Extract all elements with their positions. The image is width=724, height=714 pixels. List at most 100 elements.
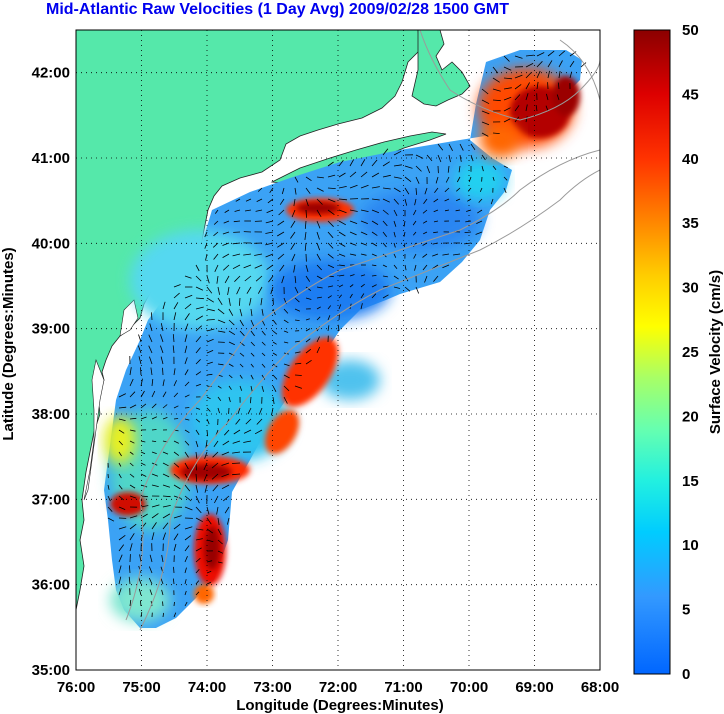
velocity-vector bbox=[151, 429, 157, 431]
velocity-vector bbox=[316, 242, 321, 251]
velocity-vector bbox=[232, 264, 241, 270]
y-tick-label: 38:00 bbox=[32, 406, 70, 423]
y-tick-label: 36:00 bbox=[32, 577, 70, 594]
velocity-vector bbox=[415, 187, 417, 195]
velocity-vector bbox=[433, 231, 439, 234]
velocity-vector bbox=[316, 286, 323, 289]
velocity-vector bbox=[217, 528, 222, 536]
velocity-vector bbox=[140, 495, 148, 498]
velocity-vector bbox=[277, 220, 285, 226]
velocity-vector bbox=[160, 345, 164, 354]
velocity-vector bbox=[503, 87, 512, 90]
velocity-vector bbox=[338, 294, 343, 299]
velocity-vector bbox=[371, 186, 380, 189]
velocity-vector bbox=[360, 274, 366, 277]
velocity-vector bbox=[206, 429, 208, 437]
velocity-vector bbox=[265, 231, 274, 234]
velocity-vector bbox=[327, 285, 334, 288]
velocity-vector bbox=[382, 187, 391, 190]
velocity-vector bbox=[227, 286, 230, 295]
velocity-vector bbox=[316, 198, 323, 205]
velocity-vector bbox=[173, 566, 175, 574]
velocity-vector bbox=[327, 305, 332, 310]
x-tick-label: 70:00 bbox=[450, 679, 488, 696]
velocity-vector bbox=[459, 143, 464, 151]
velocity-vector bbox=[213, 440, 219, 448]
velocity-vector bbox=[304, 220, 307, 229]
velocity-vector bbox=[118, 544, 125, 552]
velocity-vector bbox=[222, 495, 230, 502]
velocity-vector bbox=[437, 154, 442, 163]
velocity-vector bbox=[423, 198, 428, 204]
velocity-vector bbox=[349, 293, 353, 299]
velocity-vector bbox=[514, 55, 523, 59]
velocity-vector bbox=[470, 143, 476, 151]
velocity-vector bbox=[148, 345, 153, 354]
velocity-vector bbox=[162, 522, 169, 530]
velocity-vector bbox=[403, 231, 406, 237]
velocity-vector bbox=[206, 275, 210, 284]
velocity-vector bbox=[195, 407, 201, 410]
velocity-vector bbox=[217, 330, 226, 333]
velocity-vector bbox=[481, 88, 489, 95]
velocity-vector bbox=[503, 55, 510, 62]
velocity-field bbox=[104, 50, 587, 628]
velocity-vector bbox=[338, 284, 344, 288]
velocity-vector bbox=[228, 396, 231, 403]
velocity-vector bbox=[426, 165, 431, 174]
velocity-vector bbox=[536, 61, 543, 68]
velocity-vector bbox=[221, 473, 230, 478]
velocity-vector bbox=[195, 451, 198, 459]
velocity-vector bbox=[360, 253, 367, 256]
velocity-vector bbox=[290, 231, 296, 239]
velocity-vector bbox=[360, 171, 368, 178]
velocity-vector bbox=[294, 362, 302, 365]
velocity-vector bbox=[422, 220, 428, 224]
velocity-vector bbox=[492, 165, 497, 170]
velocity-vector bbox=[245, 198, 252, 202]
velocity-vector bbox=[503, 66, 512, 71]
velocity-vector bbox=[160, 334, 164, 343]
velocity-vector bbox=[129, 473, 135, 478]
velocity-vector bbox=[433, 198, 439, 203]
velocity-vector bbox=[118, 440, 123, 446]
velocity-vector bbox=[305, 198, 309, 207]
velocity-vector bbox=[151, 416, 157, 420]
velocity-vector bbox=[217, 286, 220, 295]
velocity-vector bbox=[129, 417, 137, 420]
velocity-vector bbox=[316, 187, 324, 192]
velocity-vector bbox=[415, 286, 420, 294]
velocity-vector bbox=[316, 231, 320, 240]
velocity-vector bbox=[206, 581, 212, 585]
velocity-vector bbox=[338, 274, 345, 277]
velocity-vector bbox=[184, 535, 192, 541]
velocity-vector bbox=[279, 198, 285, 205]
velocity-vector bbox=[195, 347, 201, 354]
velocity-vector bbox=[432, 253, 439, 257]
velocity-vector bbox=[243, 429, 252, 434]
velocity-vector bbox=[393, 275, 399, 280]
velocity-vector bbox=[239, 352, 245, 357]
velocity-vector bbox=[423, 231, 428, 235]
velocity-vector bbox=[228, 297, 231, 306]
velocity-vector bbox=[316, 346, 321, 354]
velocity-vector bbox=[525, 93, 529, 101]
velocity-vector bbox=[393, 176, 402, 179]
velocity-vector bbox=[349, 253, 357, 256]
velocity-vector bbox=[266, 209, 274, 214]
velocity-vector bbox=[272, 396, 275, 405]
y-tick-label: 37:00 bbox=[32, 491, 70, 508]
velocity-vector bbox=[327, 187, 336, 189]
velocity-vector bbox=[434, 187, 439, 194]
velocity-vector bbox=[162, 473, 170, 478]
velocity-vector bbox=[525, 82, 530, 90]
velocity-vector bbox=[206, 506, 210, 515]
velocity-vector bbox=[261, 363, 266, 368]
velocity-vector bbox=[254, 253, 263, 256]
velocity-vector bbox=[195, 429, 200, 436]
velocity-vector bbox=[371, 231, 378, 236]
velocity-vector bbox=[283, 319, 289, 324]
velocity-vector bbox=[118, 418, 126, 421]
velocity-vector bbox=[432, 264, 439, 270]
velocity-vector bbox=[360, 209, 369, 212]
